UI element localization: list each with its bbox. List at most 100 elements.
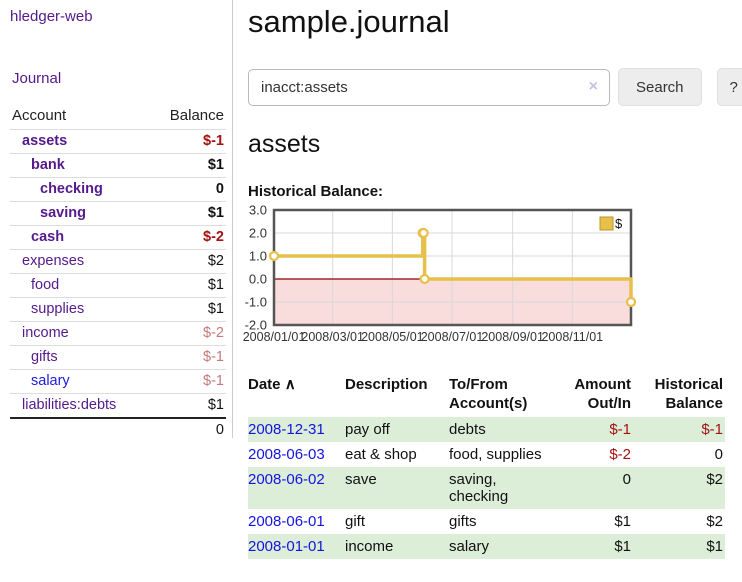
account-balance: $1 [150,298,226,322]
transaction-amount: $-2 [560,442,635,467]
transaction-description: save [345,467,449,509]
account-column-header: Account [10,104,150,130]
account-balance: $1 [150,394,226,419]
account-link-assets[interactable]: assets [22,133,67,149]
search-input[interactable] [248,69,610,106]
help-button[interactable]: ? [717,68,742,106]
svg-text:2008/01/01: 2008/01/01 [243,330,306,344]
section-title: assets [248,130,742,159]
transaction-amount: $1 [560,509,635,534]
account-row: checking 0 [10,178,226,202]
search-button[interactable]: Search [618,68,702,106]
account-balance: $-1 [150,370,226,394]
app: hledger-web Journal Account Balance asse… [0,0,742,559]
svg-text:2008/07/01: 2008/07/01 [421,330,484,344]
transaction-balance: $1 [635,534,725,559]
account-row: liabilities:debts $1 [10,394,226,419]
account-balance: $-2 [150,226,226,250]
account-balance: $-1 [150,346,226,370]
svg-text:2008/09/01: 2008/09/01 [481,330,544,344]
account-balance: $1 [150,154,226,178]
transaction-balance: 0 [635,442,725,467]
chart-title: Historical Balance: [248,183,742,200]
accounts-total-row: 0 [10,418,226,442]
register-row: 2008-06-03 eat & shop food, supplies $-2… [248,442,725,467]
account-link-liabilities-debts[interactable]: liabilities:debts [22,397,116,413]
accounts-column-header: To/From Account(s) [449,373,560,417]
search-input-wrap: × [248,69,610,106]
svg-text:$: $ [615,216,623,231]
account-link-salary[interactable]: salary [31,373,70,389]
transaction-balance: $2 [635,509,725,534]
account-link-gifts[interactable]: gifts [31,349,58,365]
register-table: Date ∧ Description To/From Account(s) Am… [248,373,725,559]
account-balance: $-1 [150,130,226,154]
svg-text:1.0: 1.0 [249,249,267,264]
account-link-checking[interactable]: checking [40,181,103,197]
account-link-income[interactable]: income [22,325,69,341]
transaction-description: pay off [345,417,449,442]
account-row: salary $-1 [10,370,226,394]
balance-column-header: Balance [150,104,226,130]
account-balance: 0 [150,178,226,202]
transaction-accounts: food, supplies [449,442,560,467]
transaction-balance: $-1 [635,417,725,442]
transaction-balance: $2 [635,467,725,509]
register-row: 2008-06-02 save saving, checking 0 $2 [248,467,725,509]
accounts-table-header: Account Balance [10,104,226,130]
account-balance: $-2 [150,322,226,346]
account-row: saving $1 [10,202,226,226]
balance-chart: 3.02.01.00.0-1.0-2.02008/01/012008/03/01… [240,206,742,353]
register-row: 2008-01-01 income salary $1 $1 [248,534,725,559]
transaction-description: gift [345,509,449,534]
account-row: assets $-1 [10,130,226,154]
transaction-amount: 0 [560,467,635,509]
transaction-accounts: saving, checking [449,467,560,509]
date-column-header[interactable]: Date ∧ [248,373,345,417]
account-link-expenses[interactable]: expenses [22,253,84,269]
sidebar-item-journal[interactable]: Journal [12,70,232,87]
account-link-cash[interactable]: cash [31,229,64,245]
transaction-date-link[interactable]: 2008-12-31 [248,421,325,438]
account-row: expenses $2 [10,250,226,274]
clear-search-icon[interactable]: × [589,78,598,96]
register-header-row: Date ∧ Description To/From Account(s) Am… [248,373,725,417]
transaction-date-link[interactable]: 2008-06-03 [248,446,325,463]
account-row: gifts $-1 [10,346,226,370]
transaction-accounts: gifts [449,509,560,534]
page-title: sample.journal [248,4,742,40]
account-row: cash $-2 [10,226,226,250]
description-column-header: Description [345,373,449,417]
svg-text:3.0: 3.0 [249,203,267,218]
account-row: income $-2 [10,322,226,346]
accounts-table: Account Balance assets $-1 bank $1 check… [10,104,226,442]
account-link-saving[interactable]: saving [40,205,86,221]
transaction-amount: $1 [560,534,635,559]
account-link-food[interactable]: food [31,277,59,293]
accounts-total-value: 0 [150,418,226,442]
transaction-date-link[interactable]: 2008-06-02 [248,471,325,488]
transaction-date-link[interactable]: 2008-01-01 [248,538,325,555]
svg-text:2.0: 2.0 [249,226,267,241]
svg-text:2008/05/01: 2008/05/01 [361,330,424,344]
historical-balance-column-header: Historical Balance [635,373,725,417]
account-link-bank[interactable]: bank [31,157,65,173]
svg-text:-1.0: -1.0 [245,295,267,310]
transaction-description: eat & shop [345,442,449,467]
search-form: × Search ? [248,68,742,106]
transaction-date-link[interactable]: 2008-06-01 [248,513,325,530]
main-content: sample.journal × Search ? assets Histori… [233,0,742,559]
transaction-accounts: debts [449,417,560,442]
account-link-supplies[interactable]: supplies [31,301,84,317]
account-row: supplies $1 [10,298,226,322]
transaction-description: income [345,534,449,559]
svg-text:0.0: 0.0 [249,272,267,287]
register-row: 2008-12-31 pay off debts $-1 $-1 [248,417,725,442]
account-balance: $2 [150,250,226,274]
app-title-link[interactable]: hledger-web [10,8,232,25]
svg-text:2008/03/01: 2008/03/01 [301,330,364,344]
sort-ascending-icon: ∧ [285,376,296,393]
sidebar: hledger-web Journal Account Balance asse… [0,0,233,438]
svg-text:2008/11/01: 2008/11/01 [541,330,603,344]
balance-chart-svg: 3.02.01.00.0-1.0-2.02008/01/012008/03/01… [240,206,640,348]
